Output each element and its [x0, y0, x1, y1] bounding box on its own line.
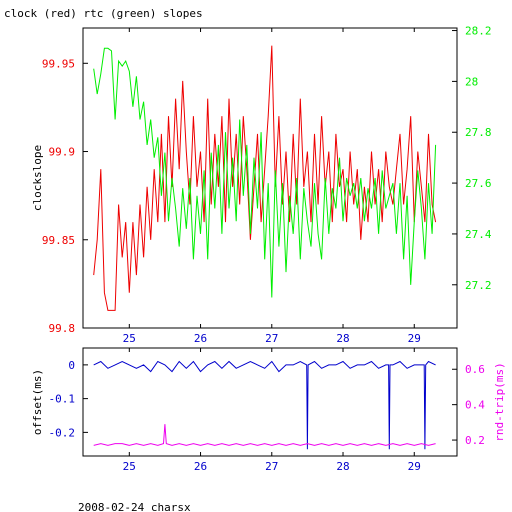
y-left-tick-label: 99.85	[42, 234, 75, 247]
x-tick-label: 28	[336, 460, 349, 473]
x-tick-label: 27	[265, 332, 278, 345]
x-tick-label: 25	[123, 332, 136, 345]
y-right-tick-label: 27.6	[465, 177, 492, 190]
y-right-tick-label: 0.4	[465, 399, 485, 412]
x-tick-label: 29	[408, 332, 421, 345]
plot-frame-1	[82, 27, 458, 329]
y-right-tick-label: 27.8	[465, 126, 492, 139]
y-left-tick-label: -0.2	[49, 426, 76, 439]
chart-title: clock (red) rtc (green) slopes	[4, 7, 203, 20]
y-axis-label: clockslope	[31, 145, 44, 211]
y-left-tick-label: 99.9	[49, 146, 76, 159]
y-right-tick-label: 28	[465, 75, 478, 88]
x-tick-label: 29	[408, 460, 421, 473]
plots-layer: 25 26 27 28 29 99.8 99.85 99.9 99.95 27.2 27.4 27.6…	[31, 25, 506, 473]
x-tick-label: 28	[336, 332, 349, 345]
footer-label: 2008-02-24 charsx	[78, 501, 191, 512]
series-line-rnd-trip	[93, 424, 436, 446]
y-left-tick-label: -0.1	[49, 393, 76, 406]
y-left-tick-label: 99.8	[49, 322, 76, 335]
y-left-tick-label: 99.95	[42, 57, 75, 70]
y-right-tick-label: 27.4	[465, 228, 492, 241]
y-right-tick-label: 28.2	[465, 25, 492, 38]
y-right-tick-label: 0.6	[465, 363, 485, 376]
series-line-clock	[93, 45, 437, 311]
x-tick-label: 27	[265, 460, 278, 473]
y-left-tick-label: 0	[68, 359, 75, 372]
x-tick-label: 26	[194, 332, 207, 345]
y2-axis-label: rnd-trip(ms)	[493, 362, 506, 441]
series-line-rtc	[93, 47, 437, 298]
x-tick-label: 26	[194, 460, 207, 473]
y-axis-label: offset(ms)	[31, 369, 44, 435]
x-tick-label: 25	[123, 460, 136, 473]
series-line-offset	[93, 360, 436, 450]
y-right-tick-label: 27.2	[465, 279, 492, 292]
plot-frame-2	[82, 347, 458, 457]
y-right-tick-label: 0.2	[465, 434, 485, 447]
